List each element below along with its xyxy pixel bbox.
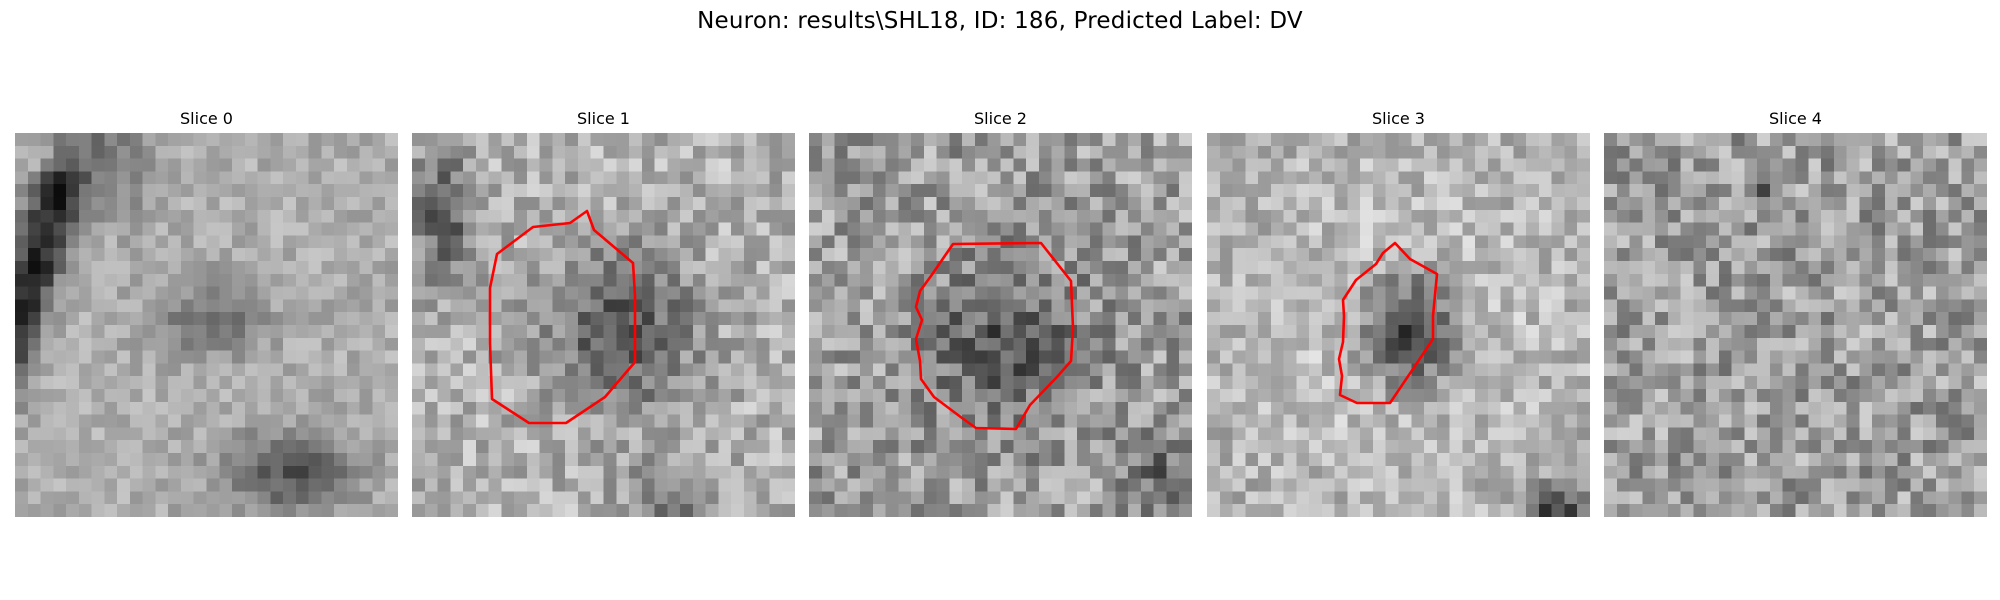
panel-slice-0: Slice 0	[15, 0, 398, 520]
grayscale-image	[1207, 133, 1590, 517]
slice-image	[15, 133, 398, 517]
panel-slice-3: Slice 3	[1207, 0, 1590, 520]
panel-slice-4: Slice 4	[1604, 0, 1987, 520]
grayscale-image	[809, 133, 1192, 517]
panel-slice-1: Slice 1	[412, 0, 795, 520]
grayscale-image	[412, 133, 795, 517]
panel-slice-2: Slice 2	[809, 0, 1192, 520]
contour-overlay	[15, 133, 398, 517]
contour-overlay	[488, 209, 637, 425]
panel-title: Slice 3	[1372, 109, 1425, 128]
slice-image	[412, 133, 795, 517]
grayscale-image	[15, 133, 398, 517]
panel-title: Slice 4	[1769, 109, 1822, 128]
slice-image	[1604, 133, 1987, 517]
neuron-contour	[488, 209, 637, 425]
contour-overlay	[914, 241, 1075, 431]
panel-title: Slice 1	[577, 109, 630, 128]
neuron-contour	[914, 241, 1075, 431]
slice-image	[809, 133, 1192, 517]
contour-overlay	[1604, 133, 1987, 517]
grayscale-image	[1604, 133, 1987, 517]
panel-title: Slice 0	[180, 109, 233, 128]
contour-overlay	[1337, 241, 1439, 405]
neuron-contour	[1337, 241, 1439, 405]
panel-title: Slice 2	[974, 109, 1027, 128]
figure-title: Neuron: results\SHL18, ID: 186, Predicte…	[697, 8, 1303, 34]
slice-image	[1207, 133, 1590, 517]
